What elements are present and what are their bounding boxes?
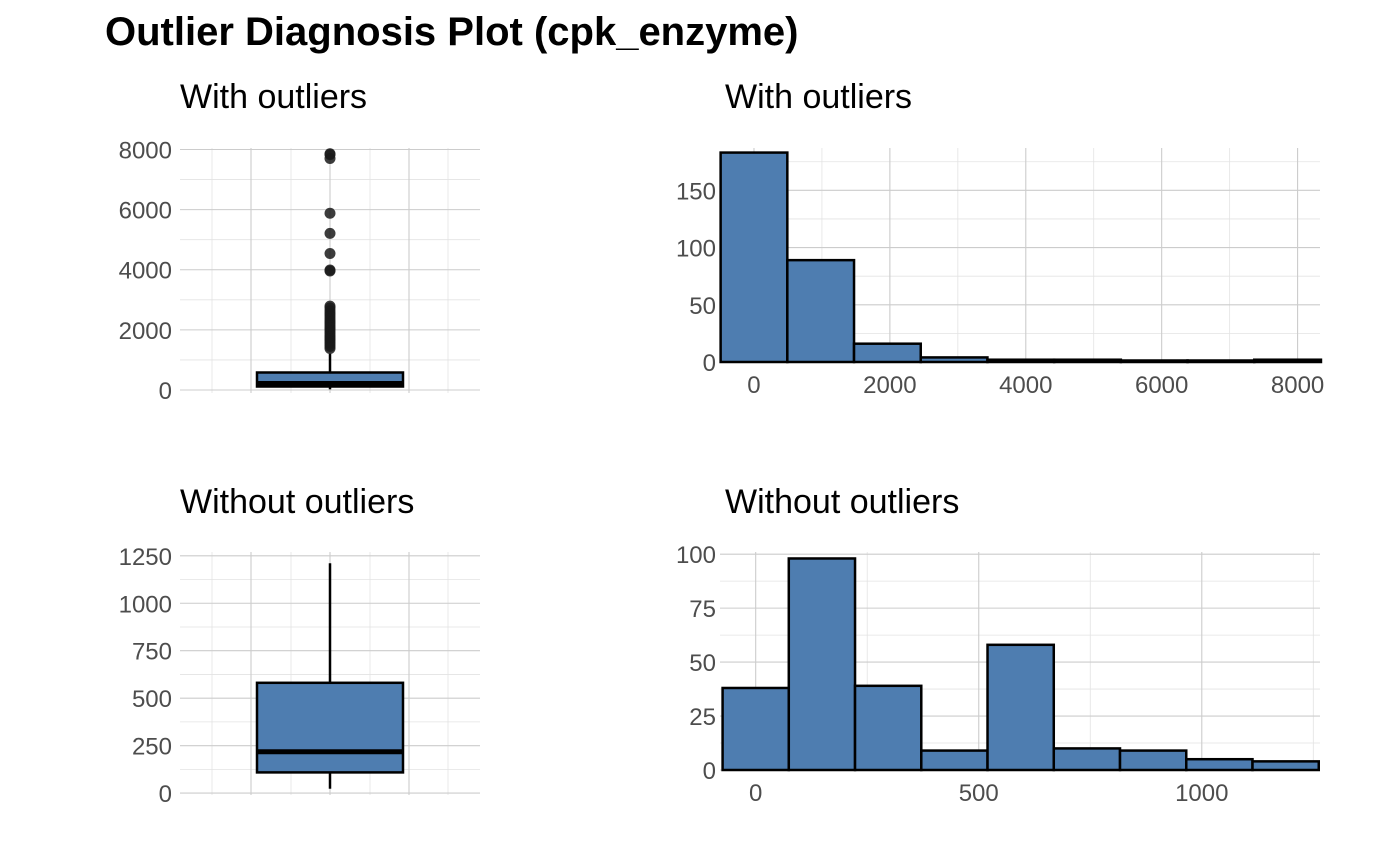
histogram-bar [1253,358,1323,364]
y-tick-label: 75 [689,596,716,623]
x-tick-label: 0 [747,372,760,399]
y-tick-label: 50 [689,293,716,320]
histogram-bar [1052,747,1122,772]
histogram-bar [1119,359,1189,364]
outlier-point [324,148,336,160]
histogram-bar [920,749,989,772]
y-tick-label: 4000 [119,258,172,285]
panel-title-box-without-outliers: Without outliers [180,483,414,521]
y-tick-label: 1250 [119,544,172,571]
histogram-bar [787,557,857,772]
histogram-with-outliers: 0 50 100 150 0 2000 4000 6000 8000 [676,148,1324,399]
outlier-point [324,207,336,219]
histogram-bar [1186,359,1256,364]
outlier-point [324,227,336,239]
x-tick-label: 1000 [1175,780,1228,807]
outlier-point [324,300,336,312]
outlier-point [324,248,336,260]
histogram-bar [1118,749,1188,772]
histogram-bar [986,643,1056,772]
histogram-bar [719,151,789,364]
outlier-point [324,264,336,276]
x-tick-label: 6000 [1135,372,1188,399]
y-tick-label: 25 [689,704,716,731]
histogram-bar [786,258,856,364]
main-title: Outlier Diagnosis Plot (cpk_enzyme) [105,10,799,54]
x-tick-label: 8000 [1271,372,1324,399]
histogram-bar [1052,358,1123,364]
y-tick-label: 1000 [119,591,172,618]
y-tick-label: 150 [676,178,716,205]
x-tick-label: 0 [749,780,762,807]
boxplot-without-outliers: 0 250 500 750 1000 1250 [119,544,480,808]
y-tick-label: 250 [132,734,172,761]
y-tick-label: 0 [703,758,716,785]
y-tick-label: 500 [132,686,172,713]
x-tick-label: 4000 [999,372,1052,399]
panel-title-hist-without-outliers: Without outliers [725,483,959,521]
histogram-bar [721,686,791,772]
histogram-bar [919,356,989,364]
x-tick-label: 2000 [863,372,916,399]
y-tick-label: 6000 [119,198,172,225]
histogram-bar [852,342,922,364]
histogram-bar [1251,760,1321,772]
histogram-bar [1185,757,1254,772]
y-tick-label: 0 [159,781,172,808]
panel-title-hist-with-outliers: With outliers [725,78,912,116]
panel-title-box-with-outliers: With outliers [180,78,367,116]
x-tick-label: 500 [959,780,999,807]
y-tick-label: 100 [676,542,716,569]
y-tick-label: 0 [159,378,172,405]
y-tick-label: 100 [676,236,716,263]
y-tick-label: 750 [132,639,172,666]
box-iqr [255,681,405,774]
y-tick-label: 8000 [119,138,172,165]
y-tick-label: 2000 [119,318,172,345]
histogram-bar [853,684,923,772]
y-tick-label: 0 [703,350,716,377]
y-tick-label: 50 [689,650,716,677]
boxplot-with-outliers: 0 2000 4000 6000 8000 [119,138,480,405]
histogram-bar [986,358,1056,364]
